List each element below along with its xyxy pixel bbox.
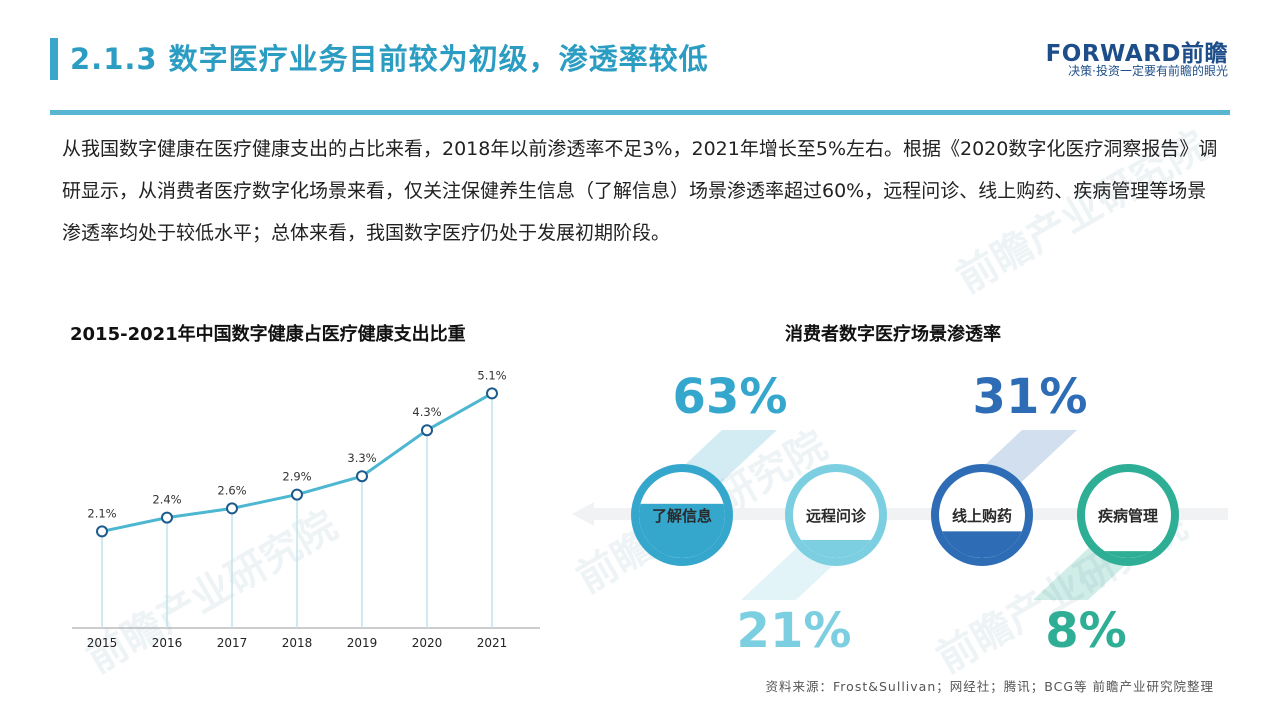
data-label: 5.1%: [477, 368, 506, 382]
penetration-value: 63%: [673, 369, 788, 425]
scenario-label: 线上购药: [952, 507, 1012, 525]
x-tick-label: 2015: [87, 636, 118, 650]
title-accent-bar: [50, 38, 58, 80]
x-tick-label: 2021: [477, 636, 508, 650]
scenario-chart: 了解信息 63% 远程问诊 21% 线上购药 31% 疾病管理 8%: [572, 369, 1228, 659]
data-label: 3.3%: [347, 451, 376, 465]
scenario-label: 远程问诊: [806, 507, 867, 525]
source-note: 资料来源：Frost&Sullivan；网经社；腾讯；BCG等 前瞻产业研究院整…: [765, 679, 1214, 694]
line-chart-title: 2015-2021年中国数字健康占医疗健康支出比重: [70, 324, 466, 345]
timeline-bar: [590, 508, 1228, 520]
x-tick-label: 2017: [217, 636, 248, 650]
data-label: 2.1%: [87, 506, 116, 520]
x-tick-label: 2018: [282, 636, 313, 650]
penetration-value: 8%: [1045, 603, 1127, 659]
data-label: 4.3%: [412, 405, 441, 419]
data-point: [421, 424, 433, 437]
header-divider: [50, 110, 1230, 115]
x-tick-label: 2020: [412, 636, 443, 650]
timeline-arrow-head: [572, 502, 594, 526]
summary-paragraph: 从我国数字健康在医疗健康支出的占比来看，2018年以前渗透率不足3%，2021年…: [62, 138, 1218, 244]
data-point: [161, 511, 173, 524]
data-point: [226, 502, 238, 515]
data-point: [291, 488, 303, 501]
scenario-label: 疾病管理: [1098, 507, 1158, 525]
scenario-ring: [785, 464, 887, 566]
page-title: 2.1.3 数字医疗业务目前较为初级，渗透率较低: [70, 42, 709, 76]
data-label: 2.9%: [282, 470, 311, 484]
data-point: [356, 470, 368, 483]
scenario-ring: [1077, 464, 1179, 566]
x-tick-label: 2016: [152, 636, 183, 650]
data-point: [486, 387, 498, 400]
penetration-value: 21%: [737, 603, 852, 659]
penetration-fill: [1085, 551, 1171, 558]
data-label: 2.4%: [152, 493, 181, 507]
x-tick-label: 2019: [347, 636, 378, 650]
data-point: [96, 525, 108, 538]
brand-logo: FORWARD前瞻: [1045, 41, 1228, 67]
line-chart: 2.1% 2015 2.4% 2016 2.6% 2017 2.9% 2018 3.3% 2019…: [72, 368, 540, 650]
scenario-label: 了解信息: [652, 507, 712, 525]
scenario-chart-title: 消费者数字医疗场景渗透率: [785, 324, 1001, 345]
data-label: 2.6%: [217, 483, 246, 497]
brand-slogan: 决策·投资一定要有前瞻的眼光: [1068, 64, 1228, 78]
penetration-value: 31%: [973, 369, 1088, 425]
